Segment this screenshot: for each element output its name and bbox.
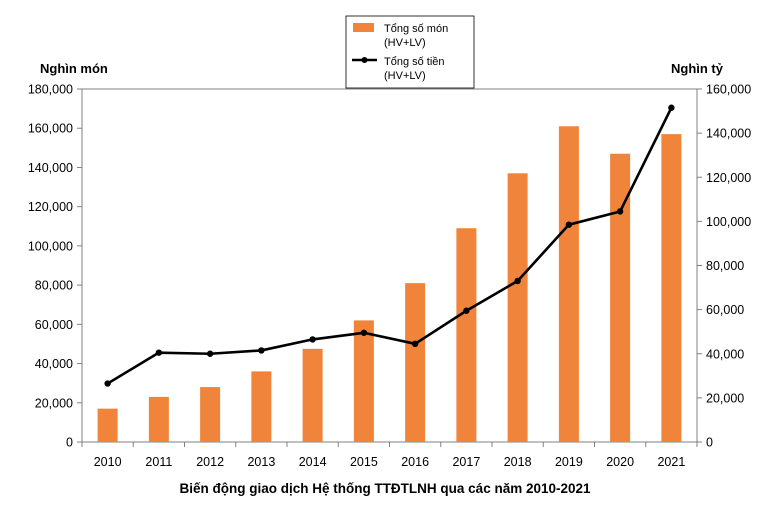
right-axis-tick-label: 0 (706, 436, 713, 450)
bar-2017 (456, 228, 477, 442)
left-axis-tick-label: 100,000 (28, 239, 73, 253)
x-axis-tick-label: 2011 (145, 455, 172, 469)
bar-2018 (507, 173, 528, 443)
legend-label-bar-line1: Tổng số món (384, 23, 448, 35)
right-axis-tick-label: 40,000 (706, 347, 744, 361)
x-axis-tick-label: 2020 (606, 455, 634, 469)
right-axis-tick-label: 20,000 (706, 391, 744, 405)
left-axis-tick-label: 40,000 (35, 357, 73, 371)
left-axis-tick-label: 0 (66, 436, 73, 450)
x-axis-tick-label: 2010 (94, 455, 122, 469)
plot-area-border (81, 88, 698, 443)
right-axis-tick-label: 140,000 (706, 127, 751, 141)
x-axis-tick-label: 2014 (299, 455, 327, 469)
line-point-2017 (463, 307, 470, 314)
right-axis-tick-label: 60,000 (706, 303, 744, 317)
bar-2014 (302, 348, 323, 442)
x-axis-tick-label: 2013 (247, 455, 275, 469)
x-axis-tick-label: 2016 (401, 455, 429, 469)
line-point-2019 (565, 221, 573, 228)
left-axis-tick-label: 180,000 (28, 83, 73, 97)
bar-2011 (148, 396, 169, 442)
left-axis-tick-label: 120,000 (28, 200, 73, 214)
line-point-2020 (616, 208, 624, 215)
legend-label-bar-line2: (HV+LV) (384, 37, 426, 49)
line-point-2011 (155, 349, 163, 356)
legend-bar-swatch (353, 23, 374, 32)
left-axis-title: Nghìn món (40, 61, 108, 76)
right-axis-tick-label: 100,000 (706, 215, 751, 229)
right-axis-tick-label: 80,000 (706, 259, 744, 273)
bar-2016 (405, 283, 426, 442)
bar-2020 (610, 153, 631, 442)
line-point-2021 (668, 104, 675, 111)
line-point-2010 (104, 380, 111, 387)
x-axis-tick-label: 2019 (555, 455, 583, 469)
left-axis-tick-label: 20,000 (35, 396, 73, 410)
line-point-2016 (411, 340, 419, 348)
legend-label-line-line1: Tổng số tiền (384, 56, 445, 68)
bar-2021 (661, 134, 682, 442)
right-axis-tick-label: 120,000 (706, 171, 751, 185)
x-axis-tick-label: 2021 (657, 455, 685, 469)
x-axis-tick-label: 2015 (350, 455, 378, 469)
line-point-2012 (206, 350, 214, 357)
bar-2012 (200, 387, 221, 442)
series-line-tong-so-tien (106, 107, 673, 385)
left-axis-tick-label: 80,000 (35, 279, 73, 293)
legend-line-marker (361, 57, 368, 63)
x-axis-tick-label: 2017 (452, 455, 480, 469)
line-point-2015 (360, 329, 368, 336)
x-axis-tick-label: 2012 (196, 455, 224, 469)
bar-2013 (251, 371, 272, 442)
left-axis-tick-label: 60,000 (35, 318, 73, 332)
left-axis-tick-label: 160,000 (28, 122, 73, 136)
bar-2015 (353, 320, 374, 442)
x-axis-title: Biến động giao dịch Hệ thống TTĐTLNH qua… (179, 481, 591, 496)
right-axis-tick-label: 160,000 (706, 83, 751, 97)
x-axis-tick-label: 2018 (504, 455, 532, 469)
left-axis-tick-label: 140,000 (28, 161, 73, 175)
line-point-2014 (309, 336, 316, 343)
line-point-2018 (514, 277, 521, 285)
bar-2019 (558, 126, 579, 442)
bar-2010 (97, 408, 118, 442)
right-axis-title: Nghìn tỷ (671, 61, 724, 76)
legend-label-line-line2: (HV+LV) (384, 70, 426, 82)
line-point-2013 (258, 347, 265, 354)
